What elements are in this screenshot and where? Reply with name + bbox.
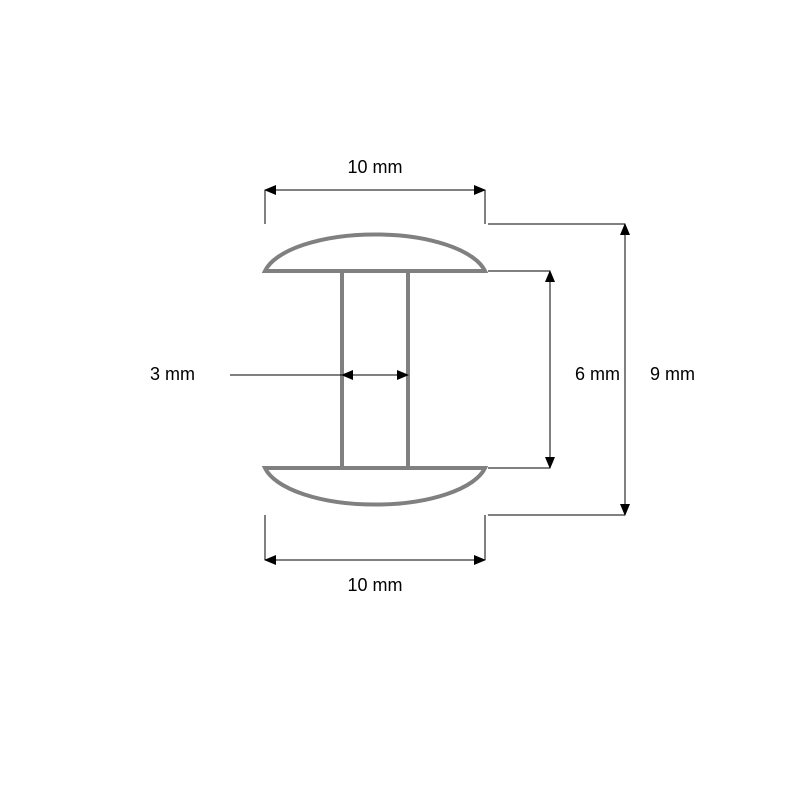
dim-label: 3 mm xyxy=(150,364,195,384)
dim-label: 6 mm xyxy=(575,364,620,384)
dim-top-width: 10 mm xyxy=(265,157,485,224)
dim-label: 10 mm xyxy=(347,575,402,595)
bottom-cap xyxy=(265,468,485,505)
top-cap xyxy=(265,234,485,271)
dim-label: 10 mm xyxy=(347,157,402,177)
dim-label: 9 mm xyxy=(650,364,695,384)
dimension-diagram: 10 mm 10 mm 3 mm 6 mm 9 mm xyxy=(0,0,800,800)
dim-inner-height: 6 mm xyxy=(488,271,620,468)
dim-shaft-width: 3 mm xyxy=(150,364,408,384)
dim-bottom-width: 10 mm xyxy=(265,515,485,595)
